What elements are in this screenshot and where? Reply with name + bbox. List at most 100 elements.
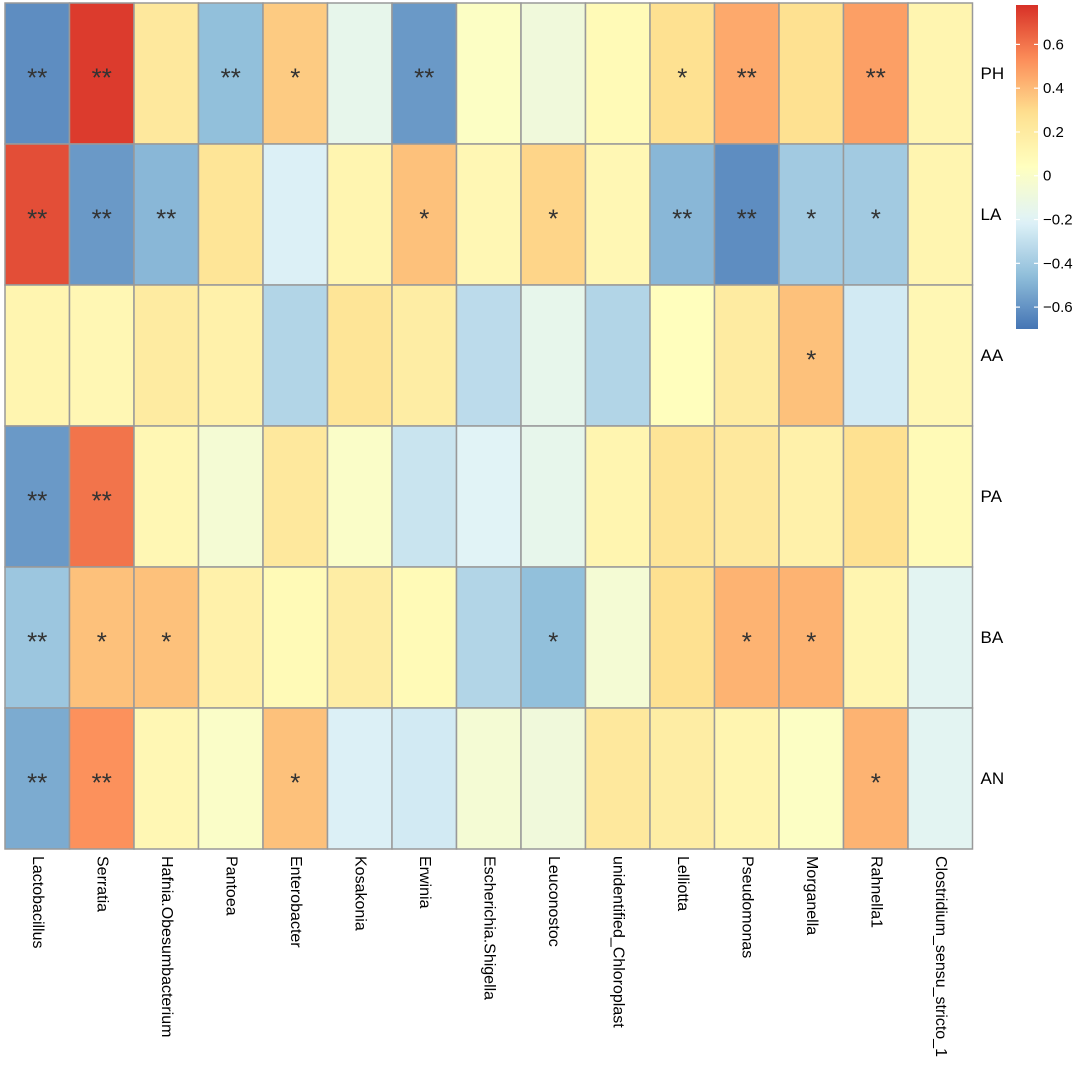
heatmap-cell-LA-Pantoea	[197, 143, 264, 286]
heatmap-cell-AN-Clostridium_sensu_stricto_1	[907, 707, 974, 850]
heatmap-cell-BA-Lactobacillus	[4, 566, 71, 709]
heatmap-cell-BA-Clostridium_sensu_stricto_1	[907, 566, 974, 709]
column-label-Rahnella1: Rahnella1	[868, 856, 885, 928]
heatmap-cell-PH-Pantoea	[197, 2, 264, 145]
heatmap-cell-BA-Hafnia.Obesumbacterium	[133, 566, 200, 709]
column-label-unidentified_Chloroplast: unidentified_Chloroplast	[610, 856, 627, 1028]
significance-marker: *	[806, 344, 816, 374]
significance-marker: **	[737, 62, 757, 92]
heatmap-cell-PA-Pantoea	[197, 425, 264, 568]
heatmap-cell-PA-Pseudomonas	[713, 425, 780, 568]
heatmap-cell-AA-Rahnella1	[842, 284, 909, 427]
row-label-AA: AA	[981, 346, 1004, 365]
column-label-Hafnia.Obesumbacterium: Hafnia.Obesumbacterium	[158, 856, 175, 1037]
row-label-LA: LA	[981, 205, 1002, 224]
heatmap-cell-PH-Kosakonia	[326, 2, 393, 145]
heatmap-cell-PA-Lelliotta	[649, 425, 716, 568]
colorbar-gradient	[1016, 5, 1038, 329]
row-label-PH: PH	[981, 64, 1005, 83]
significance-marker: **	[92, 767, 112, 797]
heatmap-cell-LA-Rahnella1	[842, 143, 909, 286]
heatmap-cell-BA-unidentified_Chloroplast	[584, 566, 651, 709]
heatmap-cell-BA-Serratia	[68, 566, 135, 709]
significance-marker: **	[221, 62, 241, 92]
column-label-Erwinia: Erwinia	[416, 856, 433, 909]
significance-marker: *	[290, 62, 300, 92]
column-label-Leuconostoc: Leuconostoc	[545, 856, 562, 947]
significance-marker: **	[414, 62, 434, 92]
heatmap-cell-PA-Lactobacillus	[4, 425, 71, 568]
heatmap-cell-BA-Rahnella1	[842, 566, 909, 709]
heatmap-cell-LA-Erwinia	[391, 143, 458, 286]
significance-marker: **	[92, 203, 112, 233]
heatmap-cell-AN-Pantoea	[197, 707, 264, 850]
column-labels: Lactobacillus Serratia Hafnia.Obesumbacter…	[29, 856, 949, 1057]
significance-marker: **	[27, 203, 47, 233]
row-label-PA: PA	[981, 487, 1003, 506]
significance-marker: *	[871, 767, 881, 797]
significance-markers: ** ** ** * ** * ** **** ** ** * * ** ** * **** **** * * * * *…	[27, 62, 886, 797]
heatmap-cell-PH-Serratia	[68, 2, 135, 145]
colorbar-tick-label: −0.6	[1043, 299, 1073, 316]
significance-marker: **	[27, 62, 47, 92]
heatmap-cell-AA-Lelliotta	[649, 284, 716, 427]
significance-marker: **	[27, 485, 47, 515]
significance-marker: *	[161, 626, 171, 656]
heatmap-cell-AA-Clostridium_sensu_stricto_1	[907, 284, 974, 427]
heatmap-cell-PA-Leuconostoc	[520, 425, 587, 568]
heatmap-cell-PA-Enterobacter	[262, 425, 329, 568]
row-label-AN: AN	[981, 769, 1005, 788]
significance-marker: *	[290, 767, 300, 797]
column-label-Enterobacter: Enterobacter	[287, 856, 304, 948]
heatmap-cell-PA-Morganella	[778, 425, 845, 568]
colorbar-tick-label: 0	[1043, 168, 1051, 185]
significance-marker: *	[742, 626, 752, 656]
colorbar: −0.6 −0.4 −0.2 0 0.2 0.4 0.6	[1016, 5, 1073, 329]
heatmap-cell-AA-Pantoea	[197, 284, 264, 427]
heatmap-cell-AN-Erwinia	[391, 707, 458, 850]
heatmap-cell-AA-unidentified_Chloroplast	[584, 284, 651, 427]
heatmap-cell-PH-Leuconostoc	[520, 2, 587, 145]
heatmap-cell-AA-Lactobacillus	[4, 284, 71, 427]
heatmap-cell-PH-Escherichia.Shigella	[455, 2, 522, 145]
heatmap-cell-PH-Morganella	[778, 2, 845, 145]
significance-marker: *	[871, 203, 881, 233]
heatmap-cell-PA-Hafnia.Obesumbacterium	[133, 425, 200, 568]
heatmap-cell-PH-Rahnella1	[842, 2, 909, 145]
row-label-BA: BA	[981, 628, 1004, 647]
heatmap-cell-PH-Lactobacillus	[4, 2, 71, 145]
heatmap-cell-AA-Morganella	[778, 284, 845, 427]
heatmap-cell-LA-unidentified_Chloroplast	[584, 143, 651, 286]
heatmap-cell-AA-Escherichia.Shigella	[455, 284, 522, 427]
column-label-Pseudomonas: Pseudomonas	[739, 856, 756, 958]
significance-marker: **	[92, 62, 112, 92]
heatmap-cell-BA-Enterobacter	[262, 566, 329, 709]
heatmap-cell-AN-Lelliotta	[649, 707, 716, 850]
heatmap-cell-AN-Lactobacillus	[4, 707, 71, 850]
heatmap-cell-AA-Leuconostoc	[520, 284, 587, 427]
heatmap-cell-PA-Kosakonia	[326, 425, 393, 568]
heatmap-cell-AA-Hafnia.Obesumbacterium	[133, 284, 200, 427]
heatmap-cell-PA-Erwinia	[391, 425, 458, 568]
heatmap-cell-PA-Escherichia.Shigella	[455, 425, 522, 568]
colorbar-tick-label: 0.6	[1043, 36, 1064, 53]
heatmap-cell-LA-Escherichia.Shigella	[455, 143, 522, 286]
colorbar-tick-label: −0.4	[1043, 255, 1073, 272]
heatmap-cell-AN-unidentified_Chloroplast	[584, 707, 651, 850]
significance-marker: **	[866, 62, 886, 92]
significance-marker: *	[548, 203, 558, 233]
heatmap-cell-AN-Escherichia.Shigella	[455, 707, 522, 850]
heatmap-cell-LA-Lelliotta	[649, 143, 716, 286]
significance-marker: *	[677, 62, 687, 92]
heatmap-cell-LA-Morganella	[778, 143, 845, 286]
heatmap-cell-PA-Clostridium_sensu_stricto_1	[907, 425, 974, 568]
heatmap-cell-PA-unidentified_Chloroplast	[584, 425, 651, 568]
column-label-Escherichia.Shigella: Escherichia.Shigella	[481, 856, 498, 1000]
heatmap-cell-PH-Clostridium_sensu_stricto_1	[907, 2, 974, 145]
significance-marker: **	[672, 203, 692, 233]
heatmap-cell-AN-Leuconostoc	[520, 707, 587, 850]
column-label-Morganella: Morganella	[803, 856, 820, 935]
heatmap-cell-BA-Pantoea	[197, 566, 264, 709]
heatmap-cell-AN-Hafnia.Obesumbacterium	[133, 707, 200, 850]
heatmap-cell-BA-Pseudomonas	[713, 566, 780, 709]
